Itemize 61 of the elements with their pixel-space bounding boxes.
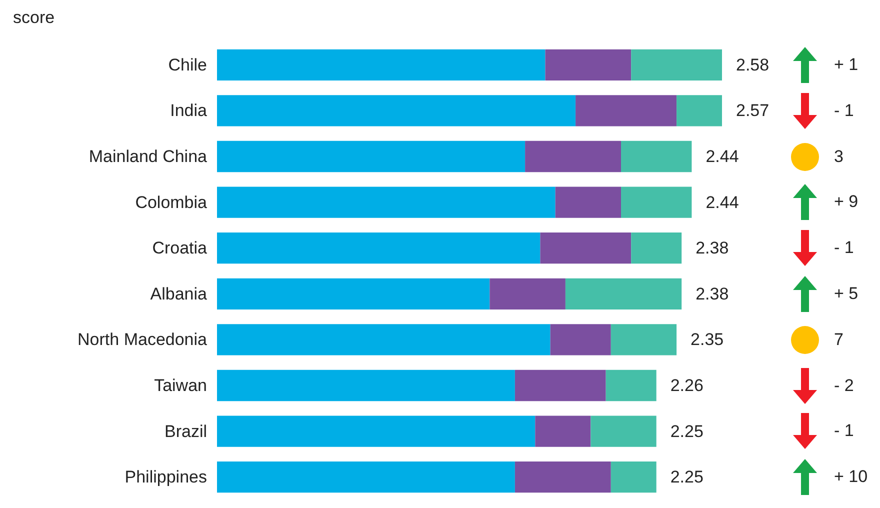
y-tick-label: Philippines [124, 468, 207, 487]
bar [217, 324, 550, 356]
text: + 5 [834, 282, 858, 305]
text: - 1 [834, 100, 854, 122]
bar [676, 95, 722, 126]
bar [610, 324, 677, 356]
bar [217, 370, 515, 402]
bar [555, 186, 621, 218]
y-tick-label: Taiwan [154, 376, 207, 395]
bar [565, 278, 682, 310]
bar [217, 95, 576, 126]
bar [545, 49, 632, 80]
y-tick-label: India [170, 101, 208, 120]
annotation: 2.26 [670, 376, 704, 395]
bar [576, 95, 677, 126]
bar [217, 278, 490, 310]
y-tick-label: North Macedonia [78, 330, 208, 350]
text: 2.58 [736, 55, 770, 74]
text: - 2 [834, 374, 854, 396]
annotation: 2.38 [696, 238, 729, 258]
text: - 1 [834, 420, 854, 442]
text: score [13, 8, 55, 27]
text: 7 [834, 328, 844, 351]
bar [217, 49, 546, 80]
bar [514, 462, 611, 493]
text: + 9 [834, 191, 858, 214]
bar [540, 232, 632, 264]
bar [606, 370, 656, 402]
annotation: 2.25 [670, 468, 704, 487]
annotation: 2.44 [706, 147, 739, 166]
bar [217, 186, 556, 218]
y-tick-label: Albania [150, 284, 208, 304]
bar [217, 232, 540, 264]
bar [590, 416, 656, 447]
y-tick-label: Mainland China [88, 147, 208, 166]
bar [621, 186, 692, 218]
bar [631, 232, 682, 264]
text: 3 [834, 146, 844, 168]
y-tick-label: Chile [168, 55, 207, 74]
text: 2.57 [736, 101, 770, 120]
annotation: 2.44 [706, 192, 739, 212]
bar [217, 140, 526, 172]
bar [217, 462, 515, 493]
bar [631, 49, 722, 80]
bar [610, 462, 656, 493]
annotation: 2.25 [670, 422, 704, 441]
y-tick-label: Brazil [164, 422, 207, 441]
y-tick-label: Croatia [152, 238, 208, 258]
bar [217, 416, 536, 447]
bar [621, 140, 692, 172]
annotation: 2.38 [696, 284, 729, 304]
annotation: 2.35 [690, 330, 724, 350]
y-tick-label: Colombia [135, 192, 208, 212]
bar [490, 278, 566, 310]
text: + 10 [834, 466, 868, 488]
bar [514, 370, 606, 402]
bar [535, 416, 591, 447]
bar [525, 140, 621, 172]
bar [550, 324, 611, 356]
text: - 1 [834, 237, 854, 260]
text: + 1 [834, 54, 858, 76]
